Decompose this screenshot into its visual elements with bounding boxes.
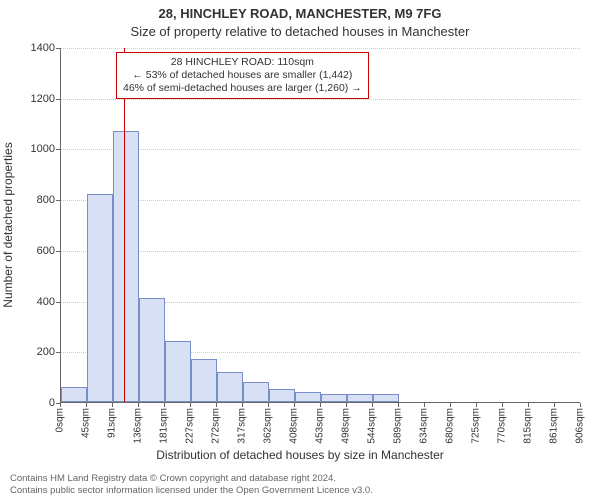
x-tick-mark <box>216 403 217 407</box>
x-tick-mark <box>86 403 87 407</box>
x-tick-label: 770sqm <box>497 408 508 444</box>
histogram-bar <box>347 394 373 402</box>
y-tick-label: 0 <box>10 397 55 409</box>
histogram-bar <box>295 392 321 402</box>
histogram-bar <box>139 298 165 402</box>
x-tick-label: 680sqm <box>445 408 456 444</box>
y-tick-mark <box>56 251 60 252</box>
x-tick-label: 906sqm <box>575 408 586 444</box>
chart-title-line2: Size of property relative to detached ho… <box>0 24 600 39</box>
y-tick-label: 1000 <box>10 143 55 155</box>
x-tick-mark <box>554 403 555 407</box>
x-tick-label: 544sqm <box>367 408 378 444</box>
histogram-bar <box>243 382 269 402</box>
x-tick-label: 0sqm <box>55 408 66 432</box>
y-tick-label: 200 <box>10 346 55 358</box>
x-tick-mark <box>164 403 165 407</box>
x-tick-label: 408sqm <box>289 408 300 444</box>
x-tick-mark <box>502 403 503 407</box>
x-tick-mark <box>346 403 347 407</box>
x-tick-label: 91sqm <box>107 408 118 438</box>
x-tick-label: 227sqm <box>185 408 196 444</box>
x-tick-label: 861sqm <box>549 408 560 444</box>
x-tick-mark <box>268 403 269 407</box>
x-tick-label: 815sqm <box>523 408 534 444</box>
x-tick-label: 136sqm <box>133 408 144 444</box>
y-tick-mark <box>56 352 60 353</box>
x-tick-mark <box>190 403 191 407</box>
x-tick-mark <box>398 403 399 407</box>
chart-title-line1: 28, HINCHLEY ROAD, MANCHESTER, M9 7FG <box>0 6 600 21</box>
x-tick-label: 45sqm <box>81 408 92 438</box>
x-tick-label: 725sqm <box>471 408 482 444</box>
annotation-line2: ← 53% of detached houses are smaller (1,… <box>123 69 362 82</box>
x-tick-mark <box>112 403 113 407</box>
y-tick-mark <box>56 200 60 201</box>
x-tick-label: 317sqm <box>237 408 248 444</box>
annotation-line3: 46% of semi-detached houses are larger (… <box>123 82 362 95</box>
annotation-line1: 28 HINCHLEY ROAD: 110sqm <box>123 56 362 69</box>
x-tick-mark <box>424 403 425 407</box>
x-tick-label: 453sqm <box>315 408 326 444</box>
y-tick-label: 1400 <box>10 42 55 54</box>
y-tick-label: 400 <box>10 296 55 308</box>
x-tick-mark <box>60 403 61 407</box>
y-tick-mark <box>56 149 60 150</box>
x-tick-mark <box>138 403 139 407</box>
y-tick-mark <box>56 99 60 100</box>
footer-attribution: Contains HM Land Registry data © Crown c… <box>10 473 373 496</box>
y-axis-label: Number of detached properties <box>1 142 15 307</box>
x-tick-mark <box>294 403 295 407</box>
x-tick-mark <box>476 403 477 407</box>
histogram-bar <box>191 359 217 402</box>
x-tick-mark <box>242 403 243 407</box>
x-tick-label: 498sqm <box>341 408 352 444</box>
x-tick-mark <box>320 403 321 407</box>
gridline <box>61 48 580 49</box>
x-tick-label: 272sqm <box>211 408 222 444</box>
histogram-bar <box>87 194 113 402</box>
y-tick-label: 800 <box>10 194 55 206</box>
y-tick-mark <box>56 302 60 303</box>
x-tick-label: 181sqm <box>159 408 170 444</box>
histogram-bar <box>269 389 295 402</box>
x-tick-mark <box>372 403 373 407</box>
y-tick-label: 1200 <box>10 93 55 105</box>
histogram-bar <box>373 394 399 402</box>
histogram-bar <box>113 131 139 402</box>
footer-line1: Contains HM Land Registry data © Crown c… <box>10 473 373 484</box>
histogram-bar <box>61 387 87 402</box>
chart-plot-area: 28 HINCHLEY ROAD: 110sqm ← 53% of detach… <box>60 48 580 403</box>
footer-line2: Contains public sector information licen… <box>10 485 373 496</box>
x-axis-label: Distribution of detached houses by size … <box>0 448 600 462</box>
x-tick-mark <box>580 403 581 407</box>
histogram-bar <box>165 341 191 402</box>
x-tick-mark <box>528 403 529 407</box>
annotation-box: 28 HINCHLEY ROAD: 110sqm ← 53% of detach… <box>116 52 369 99</box>
x-tick-label: 589sqm <box>393 408 404 444</box>
property-marker-line <box>124 48 125 402</box>
x-tick-label: 362sqm <box>263 408 274 444</box>
x-tick-label: 634sqm <box>419 408 430 444</box>
histogram-bar <box>217 372 243 402</box>
y-tick-mark <box>56 48 60 49</box>
x-tick-mark <box>450 403 451 407</box>
histogram-bar <box>321 394 347 402</box>
y-tick-label: 600 <box>10 245 55 257</box>
